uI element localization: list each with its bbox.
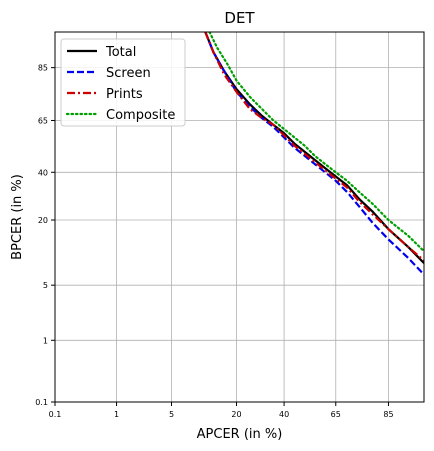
chart-title: DET	[224, 9, 255, 27]
legend-label-composite: Composite	[106, 108, 175, 123]
y-tick-label: 40	[38, 168, 48, 177]
series-layer	[204, 32, 424, 276]
series-line-screen	[204, 32, 424, 276]
x-tick-label: 65	[331, 410, 341, 419]
y-axis-ticks: 0.1 1 5 20 40 65 85	[35, 64, 55, 407]
x-tick-label: 5	[169, 410, 174, 419]
x-axis-ticks: 0.1 1 5 20 40 65 85	[49, 402, 394, 419]
x-tick-label: 40	[279, 410, 289, 419]
legend-label-screen: Screen	[106, 66, 151, 81]
y-tick-label: 5	[43, 281, 48, 290]
legend-box	[60, 38, 186, 127]
plot-frame	[54, 31, 425, 403]
series-line-composite	[208, 32, 424, 253]
y-tick-label: 1	[43, 336, 48, 345]
legend-label-prints: Prints	[106, 87, 143, 102]
x-tick-label: 85	[383, 410, 393, 419]
x-axis-label: APCER (in %)	[197, 427, 283, 442]
y-tick-label: 85	[38, 64, 48, 73]
series-line-prints	[204, 32, 424, 262]
legend-label-total: Total	[105, 45, 136, 60]
x-tick-label: 0.1	[49, 410, 62, 419]
legend: Total Screen Prints Composite	[60, 38, 186, 127]
y-tick-label: 65	[38, 116, 48, 125]
y-tick-label: 0.1	[35, 398, 48, 407]
y-axis-label: BPCER (in %)	[10, 174, 25, 260]
y-tick-label: 20	[38, 216, 48, 225]
x-tick-label: 20	[231, 410, 241, 419]
x-tick-label: 1	[114, 410, 119, 419]
series-line-total	[204, 32, 424, 264]
grid	[54, 32, 424, 403]
